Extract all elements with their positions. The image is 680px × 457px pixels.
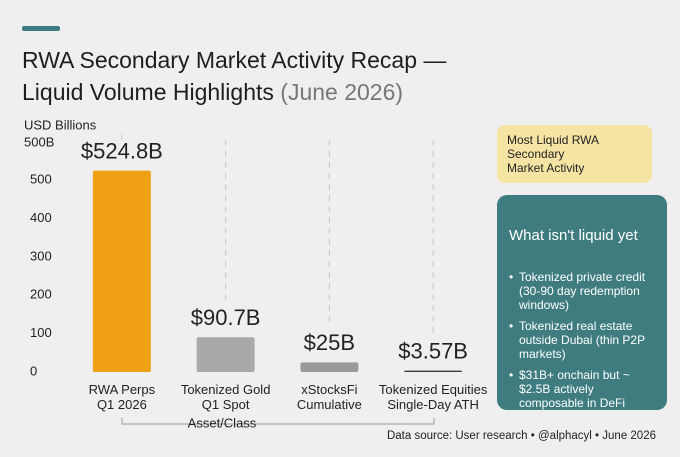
y-tick-label: 400 bbox=[30, 210, 52, 225]
y-tick-label: 200 bbox=[30, 287, 52, 302]
source: Data source: User research • @alphacyl •… bbox=[386, 430, 656, 442]
subtitle: (June 2026) bbox=[280, 79, 404, 105]
bar bbox=[404, 370, 463, 372]
x-tick-label: RWA Perps Q1 2026 bbox=[88, 382, 156, 412]
y-tick-label: 500 bbox=[30, 172, 52, 187]
y-axis-label: USD Billions bbox=[24, 117, 97, 132]
callout: Most Liquid RWA Secondary Market Activit… bbox=[497, 125, 652, 183]
x-tick-label: xStocksFi Cumulative bbox=[296, 382, 362, 412]
bar bbox=[300, 362, 359, 372]
note-item: $31B+ onchain but ~ $2.5B actively compo… bbox=[509, 368, 659, 410]
chart-title: RWA Secondary Market Activity Recap — Li… bbox=[22, 44, 492, 108]
y-tick-label: 100 bbox=[30, 325, 52, 340]
y-tick-label: 300 bbox=[30, 248, 52, 263]
x-tick-label: Tokenized Gold Q1 Spot bbox=[180, 382, 271, 412]
axis-top-label: 500B bbox=[24, 134, 54, 149]
x-axis-label: Asset/Class bbox=[188, 415, 257, 430]
notes-panel: What isn't liquid yet Tokenized private … bbox=[497, 195, 667, 410]
note-item: Tokenized private credit (30-90 day rede… bbox=[509, 270, 659, 312]
x-tick-label: Tokenized Equities Single-Day ATH bbox=[378, 382, 488, 412]
y-tick-label: 0 bbox=[30, 363, 37, 378]
value-label: $90.7B bbox=[191, 305, 261, 330]
bar bbox=[196, 337, 255, 372]
note-item: Tokenized real estate outside Dubai (thi… bbox=[509, 319, 659, 361]
bar bbox=[92, 170, 151, 372]
value-label: $524.8B bbox=[81, 138, 163, 163]
title-text: RWA Secondary Market Activity Recap — Li… bbox=[22, 47, 447, 105]
value-label: $25B bbox=[304, 330, 355, 355]
value-label: $3.57B bbox=[398, 338, 468, 363]
notes-title: What isn't liquid yet bbox=[509, 227, 638, 244]
accent-bar bbox=[22, 26, 60, 31]
category-bracket bbox=[121, 418, 435, 425]
